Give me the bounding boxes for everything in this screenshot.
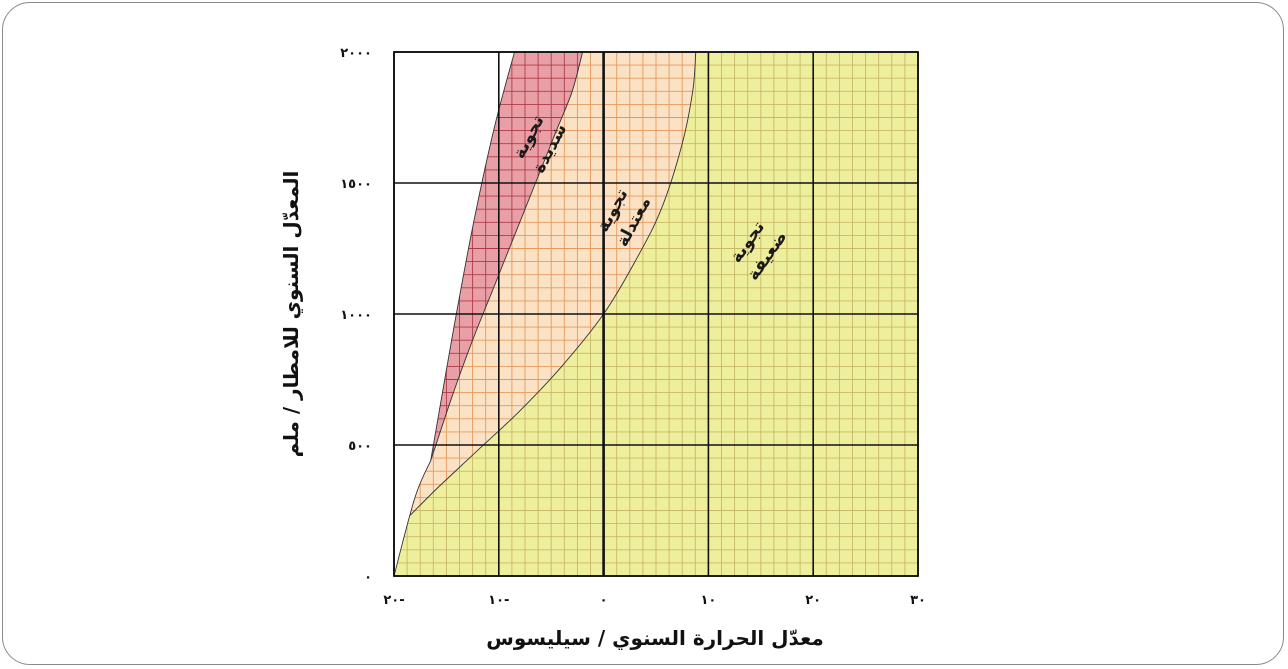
- y-tick-label: ٥٠٠: [348, 439, 372, 454]
- x-tick-label: ٢٠: [805, 593, 821, 608]
- y-tick-label: ١٠٠٠: [340, 308, 372, 323]
- boundary-strong_moderate: [430, 52, 584, 461]
- x-axis-title: معدّل الحرارة السنوي / سيليسوس: [486, 626, 824, 651]
- major-grid: [393, 51, 919, 577]
- y-tick-label: ٢٠٠٠: [340, 46, 372, 61]
- region-strong-fill: [430, 52, 583, 461]
- x-tick-label: ٠: [600, 593, 608, 608]
- x-tick-label: ٣٠: [910, 593, 926, 608]
- x-tick-label: ١٠-: [488, 593, 509, 608]
- x-tick-label: ١٠: [700, 593, 716, 608]
- y-tick-label: ١٥٠٠: [340, 177, 372, 192]
- x-tick-label: ٢٠-: [383, 593, 404, 608]
- plot-border: [393, 51, 919, 577]
- tick-labels: ٢٠- ١٠- ٠ ١٠ ٢٠ ٣٠ ٠ ٥٠٠ ١٠٠٠ ١٥٠٠ ٢٠٠٠: [340, 46, 926, 608]
- y-tick-label: ٠: [364, 570, 372, 585]
- y-axis-title: المعدّل السنوي للامطار / ملم: [279, 171, 304, 458]
- boundary-moderate_left: [394, 460, 432, 576]
